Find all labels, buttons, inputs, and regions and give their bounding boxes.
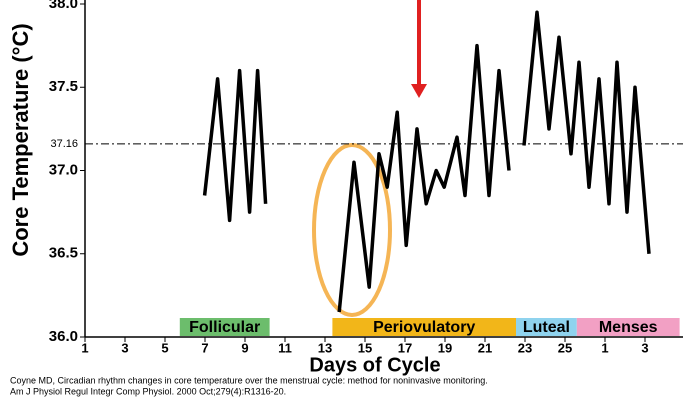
x-tick-label: 11	[278, 340, 292, 355]
reference-label: 37.16	[50, 138, 78, 150]
y-tick-label: 38.0	[49, 0, 78, 12]
phase-band	[516, 318, 577, 336]
x-tick-label: 1	[81, 340, 88, 355]
x-tick-label: 1	[601, 340, 608, 355]
citation: Am J Physiol Regul Integr Comp Physiol. …	[10, 386, 286, 396]
x-tick-label: 7	[201, 340, 208, 355]
x-tick-label: 9	[241, 340, 248, 355]
x-tick-label: 17	[398, 340, 412, 355]
phase-label: Menses	[599, 319, 658, 336]
x-tick-label: 3	[121, 340, 128, 355]
x-tick-label: 13	[318, 340, 332, 355]
x-tick-label: 5	[161, 340, 168, 355]
y-tick-label: 37.0	[49, 161, 78, 178]
x-tick-label: 25	[558, 340, 572, 355]
x-tick-label: 3	[641, 340, 648, 355]
x-tick-label: 23	[518, 340, 532, 355]
phase-label: Luteal	[523, 319, 570, 336]
phase-band	[332, 318, 516, 336]
phase-label: Periovulatory	[373, 319, 475, 336]
x-tick-label: 19	[438, 340, 452, 355]
citation: Coyne MD, Circadian rhythm changes in co…	[10, 375, 488, 385]
x-tick-label: 15	[358, 340, 372, 355]
phase-band	[576, 318, 680, 336]
temperature-line	[202, 10, 651, 313]
y-tick-label: 37.5	[49, 78, 78, 95]
phase-band	[179, 318, 270, 336]
y-axis-label: Core Temperature (°C)	[8, 23, 33, 256]
y-tick-label: 36.0	[49, 328, 78, 345]
x-axis-label: Days of Cycle	[309, 354, 440, 376]
x-tick-label: 21	[478, 340, 492, 355]
y-tick-label: 36.5	[49, 245, 78, 262]
arrow-head	[411, 84, 427, 98]
phase-label: Follicular	[189, 319, 260, 336]
highlight-ellipse	[312, 143, 392, 317]
